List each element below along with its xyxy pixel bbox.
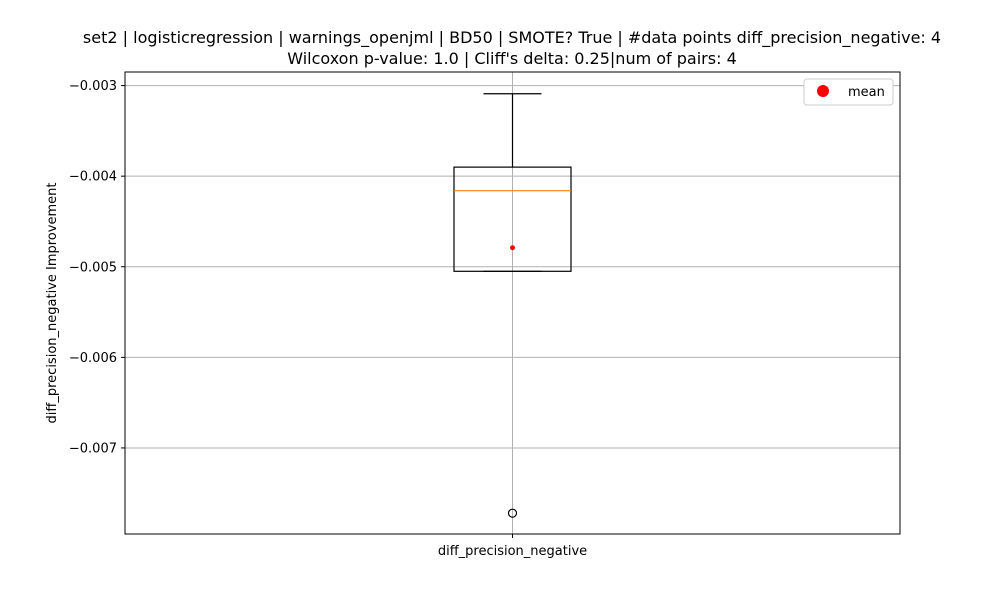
chart-title-line2: Wilcoxon p-value: 1.0 | Cliff's delta: 0…	[287, 49, 737, 68]
y-axis-label: diff_precision_negative Improvement	[45, 183, 60, 424]
box-plot	[453, 93, 572, 518]
y-tick-label: −0.003	[69, 79, 117, 94]
y-tick-label: −0.007	[69, 441, 117, 456]
y-tick-label: −0.004	[69, 170, 117, 185]
chart-title-line1: set2 | logisticregression | warnings_ope…	[83, 28, 941, 48]
y-tick-label: −0.006	[69, 351, 117, 366]
x-tick-label: diff_precision_negative	[438, 544, 587, 559]
legend: mean	[803, 78, 894, 106]
interquartile-box	[453, 166, 572, 272]
axes: −0.003 −0.004 −0.005 −0.006 −0.007 diff_preci…	[69, 79, 587, 559]
legend-mean-label: mean	[848, 85, 885, 100]
legend-frame	[803, 78, 894, 106]
mean-marker	[510, 245, 515, 251]
plot-frame	[124, 71, 901, 535]
outlier-point	[507, 508, 518, 518]
legend-mean-marker	[817, 85, 829, 97]
y-tick-label: −0.005	[69, 260, 117, 275]
